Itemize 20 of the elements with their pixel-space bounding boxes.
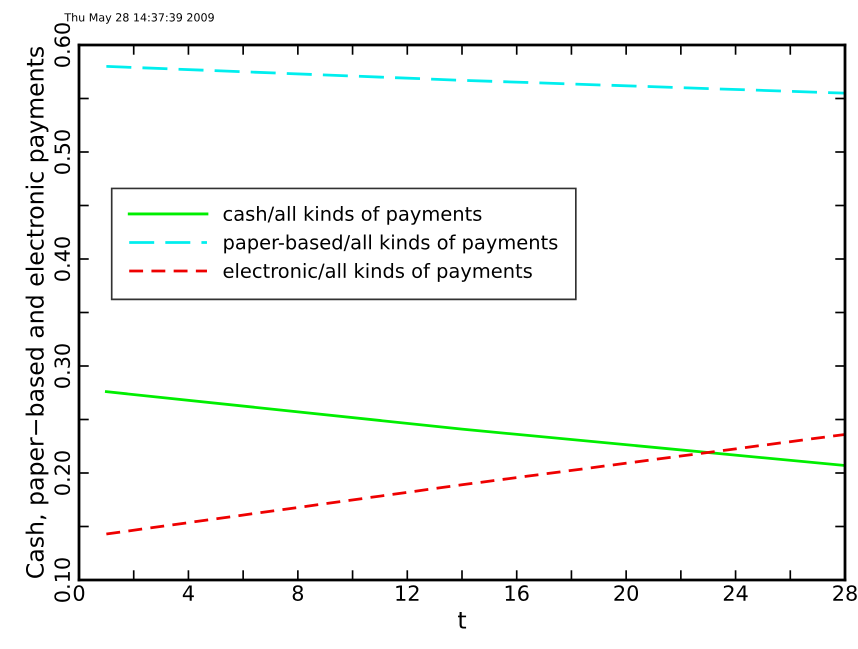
- text: Thu May 28 14:37:39 2009: [64, 12, 214, 24]
- legend-label: cash/all kinds of payments: [224, 206, 482, 225]
- x-tick-label: 0: [74, 585, 84, 601]
- legend-label: electronic/all kinds of payments: [224, 263, 532, 282]
- x-tick-label: 16: [506, 585, 529, 601]
- legend-label: paper-based/all kinds of payments: [224, 234, 558, 254]
- y-tick-label: 0.20: [54, 451, 70, 495]
- y-tick-label: 0.10: [54, 558, 70, 602]
- x-tick-label: 4: [182, 586, 194, 601]
- x-tick-label: 8: [292, 585, 304, 601]
- x-axis-title: t: [458, 612, 466, 629]
- y-axis-title: Cash, paper−based and electronic payments: [26, 46, 48, 578]
- y-tick-label: 0.30: [54, 344, 70, 388]
- y-tick-label: 0.50: [54, 130, 70, 174]
- y-tick-label: 0.40: [54, 237, 70, 281]
- x-tick-label: 12: [396, 585, 418, 601]
- x-tick-label: 28: [833, 585, 857, 601]
- x-tick-label: 24: [724, 585, 748, 601]
- x-tick-label: 20: [614, 585, 638, 601]
- y-tick-label: 0.60: [54, 23, 70, 67]
